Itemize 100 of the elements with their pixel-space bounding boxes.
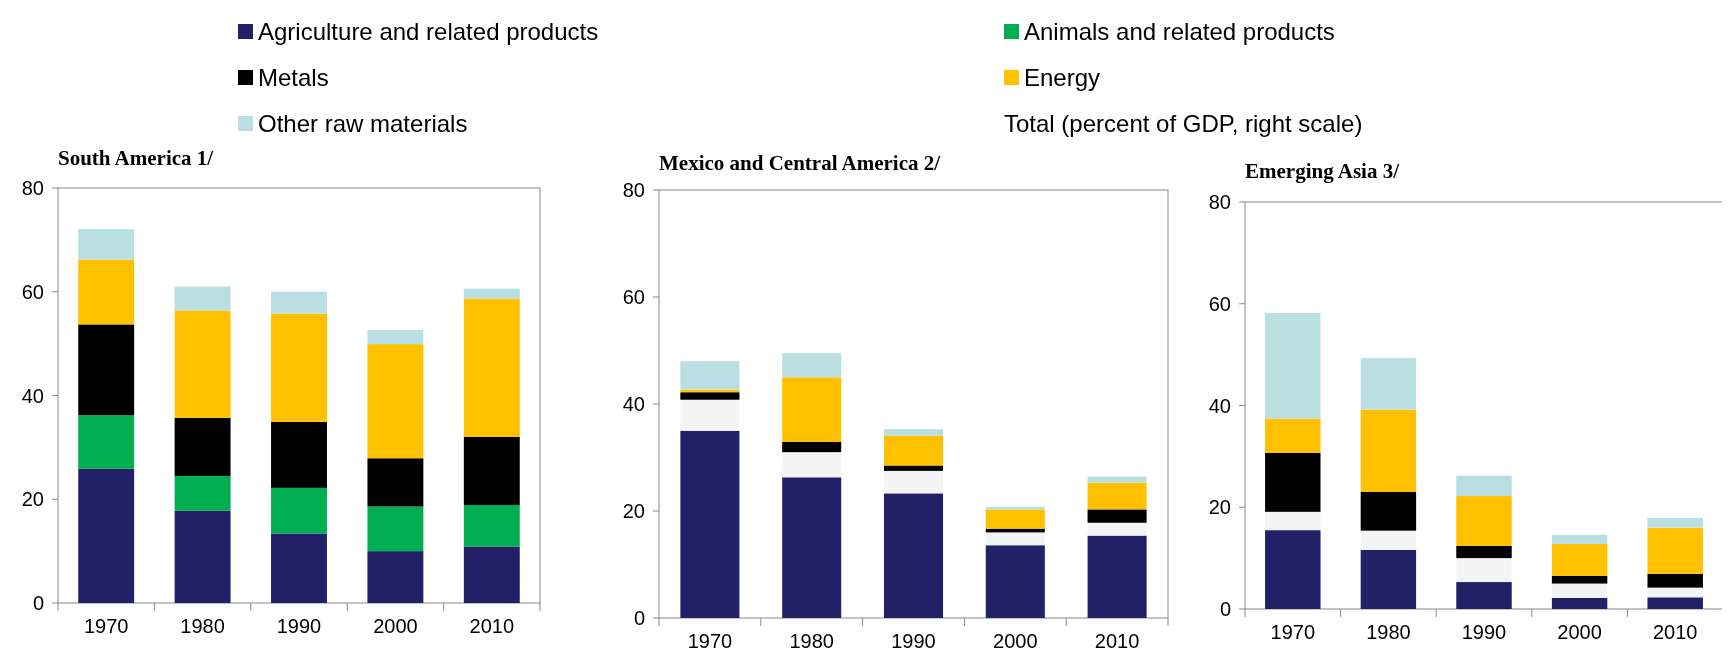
bar [174, 510, 231, 603]
bar [1551, 597, 1608, 609]
y-tick-label: 80 [21, 177, 44, 199]
bar [1087, 476, 1147, 483]
x-tick-label: 1980 [1366, 621, 1411, 643]
y-tick-label: 20 [622, 500, 645, 522]
x-tick-label: 1970 [687, 630, 733, 652]
bar [883, 435, 944, 466]
bar [271, 313, 327, 422]
bar [1265, 312, 1321, 419]
x-tick-label: 1970 [83, 615, 129, 637]
bar [1456, 558, 1512, 583]
y-tick-label: 0 [1219, 598, 1231, 620]
y-tick-label: 80 [1208, 191, 1231, 213]
bar [174, 475, 231, 511]
bar [1456, 475, 1512, 497]
bar [1087, 482, 1147, 510]
x-tick-label: 2000 [1557, 621, 1602, 643]
bar [78, 468, 135, 603]
bar [782, 477, 842, 618]
x-tick-label: 2000 [993, 630, 1038, 652]
bar [1551, 543, 1608, 576]
chart-title: Emerging Asia 3/ [1245, 159, 1401, 183]
x-tick-label: 1990 [891, 630, 936, 652]
bar [782, 452, 842, 478]
y-tick-label: 0 [633, 607, 645, 629]
bar [1551, 575, 1608, 584]
bar [1551, 534, 1608, 544]
bar [367, 551, 424, 603]
y-tick-label: 40 [622, 393, 645, 415]
bar [1087, 535, 1147, 618]
bar [680, 392, 740, 400]
bar [1551, 583, 1608, 598]
bar [271, 533, 327, 603]
bar [367, 458, 424, 507]
x-tick-label: 2010 [1094, 630, 1140, 652]
y-tick-label: 20 [1208, 496, 1231, 519]
bar [174, 286, 231, 311]
bar [883, 470, 944, 494]
bar [1360, 358, 1417, 410]
bar [883, 429, 944, 436]
bar [1087, 522, 1147, 536]
y-tick-label: 40 [21, 384, 44, 407]
x-tick-label: 1970 [1270, 621, 1316, 643]
bar [1456, 582, 1512, 609]
legend-label: Animals and related products [1024, 18, 1335, 46]
x-tick-label: 1980 [789, 630, 834, 652]
legend-label: Other raw materials [258, 110, 468, 138]
bar [78, 415, 135, 469]
bar [680, 399, 740, 431]
legend-label: Energy [1024, 64, 1101, 92]
legend-label: Agriculture and related products [258, 18, 599, 46]
bar [78, 324, 135, 416]
bar [174, 417, 231, 476]
bar [463, 504, 520, 547]
bar [78, 259, 135, 325]
y-tick-label: 80 [622, 179, 645, 201]
bar [1647, 573, 1703, 588]
chart-title: Mexico and Central America 2/ [659, 151, 942, 175]
bar [1087, 509, 1147, 523]
bar [1647, 517, 1703, 528]
y-tick-label: 60 [1208, 292, 1231, 315]
bar [680, 430, 740, 618]
bar [883, 465, 944, 471]
bar [463, 546, 520, 603]
bar [1647, 597, 1703, 609]
bar [1265, 511, 1321, 531]
bar [367, 344, 424, 459]
bar [1360, 549, 1417, 609]
bar [1360, 530, 1417, 550]
bar [271, 487, 327, 534]
bar [463, 288, 520, 299]
bar [367, 330, 424, 345]
bar [782, 441, 842, 453]
y-tick-label: 40 [1208, 394, 1231, 417]
bar [985, 545, 1045, 618]
bar [463, 437, 520, 505]
x-tick-label: 2000 [373, 615, 418, 637]
x-tick-label: 1990 [1461, 621, 1507, 643]
legend-label: Metals [258, 64, 329, 92]
chart-title: South America 1/ [58, 146, 215, 170]
bar [883, 493, 944, 618]
bar [985, 532, 1045, 546]
bar [367, 506, 424, 552]
bar [271, 421, 327, 488]
bar [680, 361, 740, 390]
bar [1456, 496, 1512, 546]
bar [985, 509, 1045, 529]
y-tick-label: 0 [32, 592, 44, 614]
bar [1456, 545, 1512, 559]
bar [174, 310, 231, 418]
bar [1265, 418, 1321, 453]
y-tick-label: 20 [21, 488, 44, 511]
y-tick-label: 60 [622, 286, 645, 308]
x-tick-label: 2010 [1652, 621, 1698, 643]
bar [1647, 527, 1703, 574]
bar [1265, 452, 1321, 512]
x-tick-label: 2010 [469, 615, 515, 637]
bar [782, 353, 842, 378]
text: Total (percent of GDP, right scale) [1004, 110, 1363, 138]
